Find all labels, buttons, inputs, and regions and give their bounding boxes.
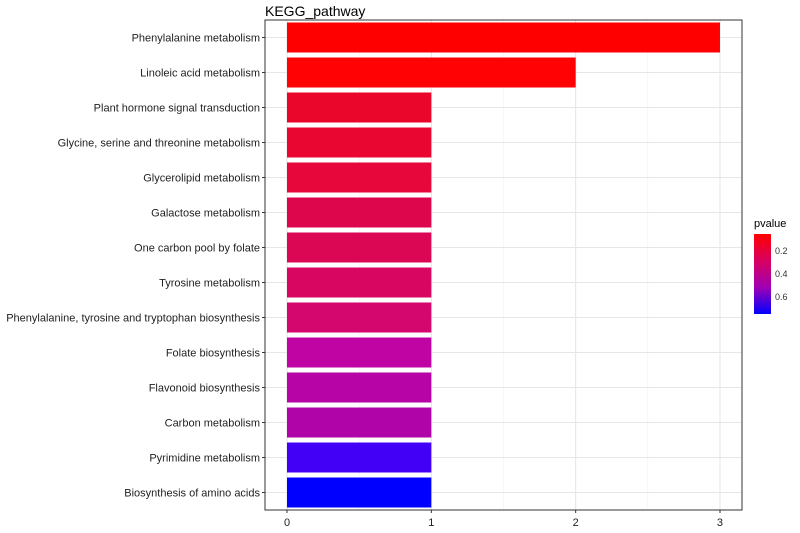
bar — [287, 337, 432, 368]
legend-colorbar — [754, 234, 771, 314]
bar — [287, 407, 432, 438]
legend: pvalue 0.2 0.4 0.6 — [754, 218, 800, 314]
y-tick-label: Carbon metabolism — [165, 418, 260, 430]
y-tick-label: Plant hormone signal transduction — [94, 103, 260, 115]
legend-title: pvalue — [754, 218, 787, 230]
bar — [287, 267, 432, 298]
x-tick-label: 1 — [428, 517, 434, 529]
bar — [287, 302, 432, 333]
legend-tick-label: 0.2 — [775, 246, 788, 257]
y-tick-label: Folate biosynthesis — [166, 348, 261, 360]
bar — [287, 372, 432, 403]
legend-tick-label: 0.6 — [775, 291, 788, 302]
bar — [287, 197, 432, 228]
y-tick-label: Phenylalanine, tyrosine and tryptophan b… — [6, 313, 260, 325]
bar — [287, 92, 432, 123]
y-tick-label: Tyrosine metabolism — [159, 278, 260, 290]
y-tick-label: Linoleic acid metabolism — [140, 68, 260, 80]
bar — [287, 232, 432, 263]
legend-tick-label: 0.4 — [775, 269, 788, 279]
y-tick-label: Flavonoid biosynthesis — [149, 383, 261, 395]
bar — [287, 442, 432, 473]
chart-title: KEGG_pathway — [265, 3, 366, 19]
x-tick-label: 0 — [284, 517, 290, 529]
y-tick-label: Pyrimidine metabolism — [149, 453, 260, 465]
y-tick-label: Glycerolipid metabolism — [143, 173, 260, 185]
legend-ticks: 0.2 0.4 0.6 — [771, 234, 800, 314]
y-tick-label: Phenylalanine metabolism — [132, 33, 260, 45]
bar — [287, 22, 720, 53]
y-tick-label: Biosynthesis of amino acids — [124, 488, 260, 500]
y-tick-label: Galactose metabolism — [151, 208, 260, 220]
x-tick-label: 3 — [717, 517, 723, 529]
plot-border — [264, 19, 743, 511]
bar — [287, 162, 432, 193]
bar — [287, 127, 432, 158]
y-tick-label: One carbon pool by folate — [134, 243, 260, 255]
x-tick-label: 2 — [573, 517, 579, 529]
bar — [287, 57, 576, 88]
y-tick-label: Glycine, serine and threonine metabolism — [58, 138, 260, 150]
bar — [287, 477, 432, 508]
